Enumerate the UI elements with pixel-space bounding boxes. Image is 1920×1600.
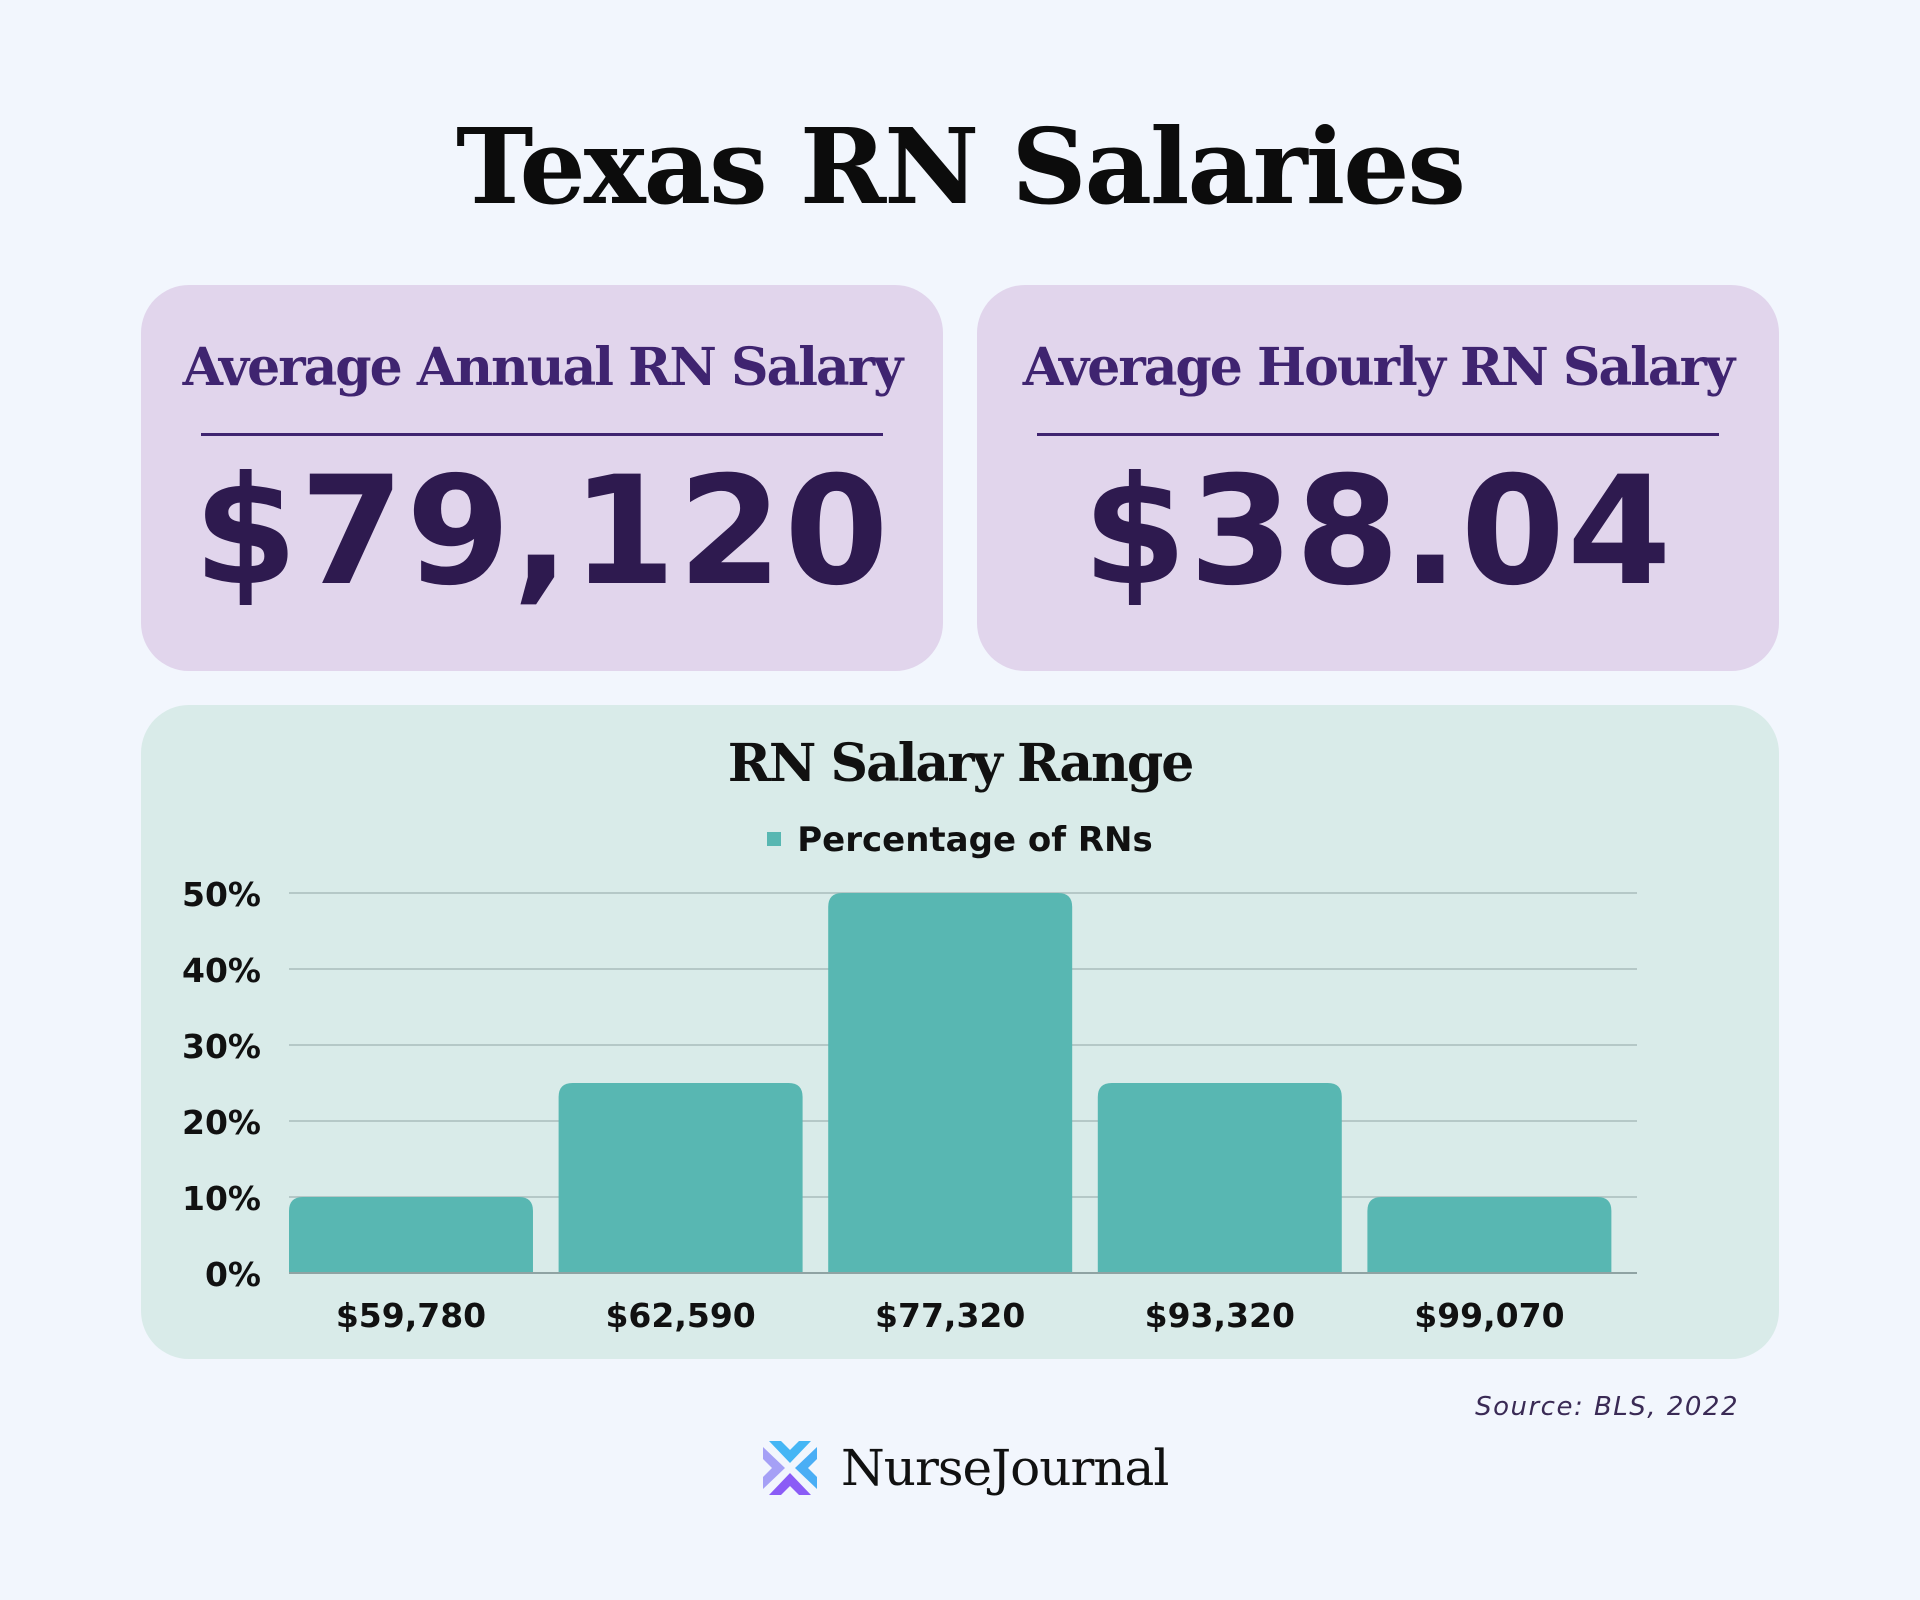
legend-swatch — [767, 831, 782, 846]
divider — [1037, 433, 1719, 436]
source-note: Source: BLS, 2022 — [1475, 1392, 1739, 1422]
x-tick-label: $62,590 — [605, 1296, 755, 1335]
x-tick-label: $99,070 — [1414, 1296, 1564, 1335]
legend-label: Percentage of RNs — [797, 820, 1153, 860]
nursejournal-logo-icon — [763, 1441, 817, 1495]
bar — [558, 1083, 803, 1273]
logo: NurseJournal — [755, 1430, 1169, 1506]
bar — [1367, 1197, 1612, 1273]
y-tick-label: 10% — [182, 1179, 261, 1218]
x-tick-label: $59,780 — [336, 1296, 486, 1335]
logo-text: NurseJournal — [841, 1439, 1169, 1497]
hourly-salary-card: Average Hourly RN Salary $38.04 — [977, 285, 1779, 671]
card-heading: Average Annual RN Salary — [182, 337, 904, 398]
bar — [289, 1197, 533, 1273]
chart-title: RN Salary Range — [727, 733, 1195, 794]
x-tick-label: $77,320 — [875, 1296, 1025, 1335]
bar — [828, 893, 1073, 1273]
y-tick-label: 30% — [182, 1027, 261, 1066]
y-tick-label: 20% — [182, 1103, 261, 1142]
y-tick-label: 50% — [182, 875, 261, 914]
divider — [201, 433, 883, 436]
y-tick-label: 40% — [182, 951, 261, 990]
chart-legend: Percentage of RNs — [0, 820, 1920, 860]
card-value: $79,120 — [193, 445, 891, 619]
card-heading: Average Hourly RN Salary — [1022, 337, 1735, 398]
page-title: Texas RN Salaries — [456, 105, 1466, 228]
y-tick-label: 0% — [205, 1255, 261, 1294]
bar — [1097, 1083, 1342, 1273]
x-tick-label: $93,320 — [1145, 1296, 1295, 1335]
annual-salary-card: Average Annual RN Salary $79,120 — [141, 285, 943, 671]
card-value: $38.04 — [1082, 445, 1674, 619]
